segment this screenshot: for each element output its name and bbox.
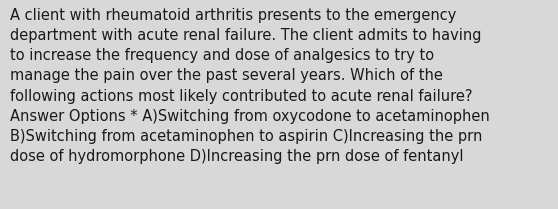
- Text: A client with rheumatoid arthritis presents to the emergency
department with acu: A client with rheumatoid arthritis prese…: [10, 8, 490, 164]
